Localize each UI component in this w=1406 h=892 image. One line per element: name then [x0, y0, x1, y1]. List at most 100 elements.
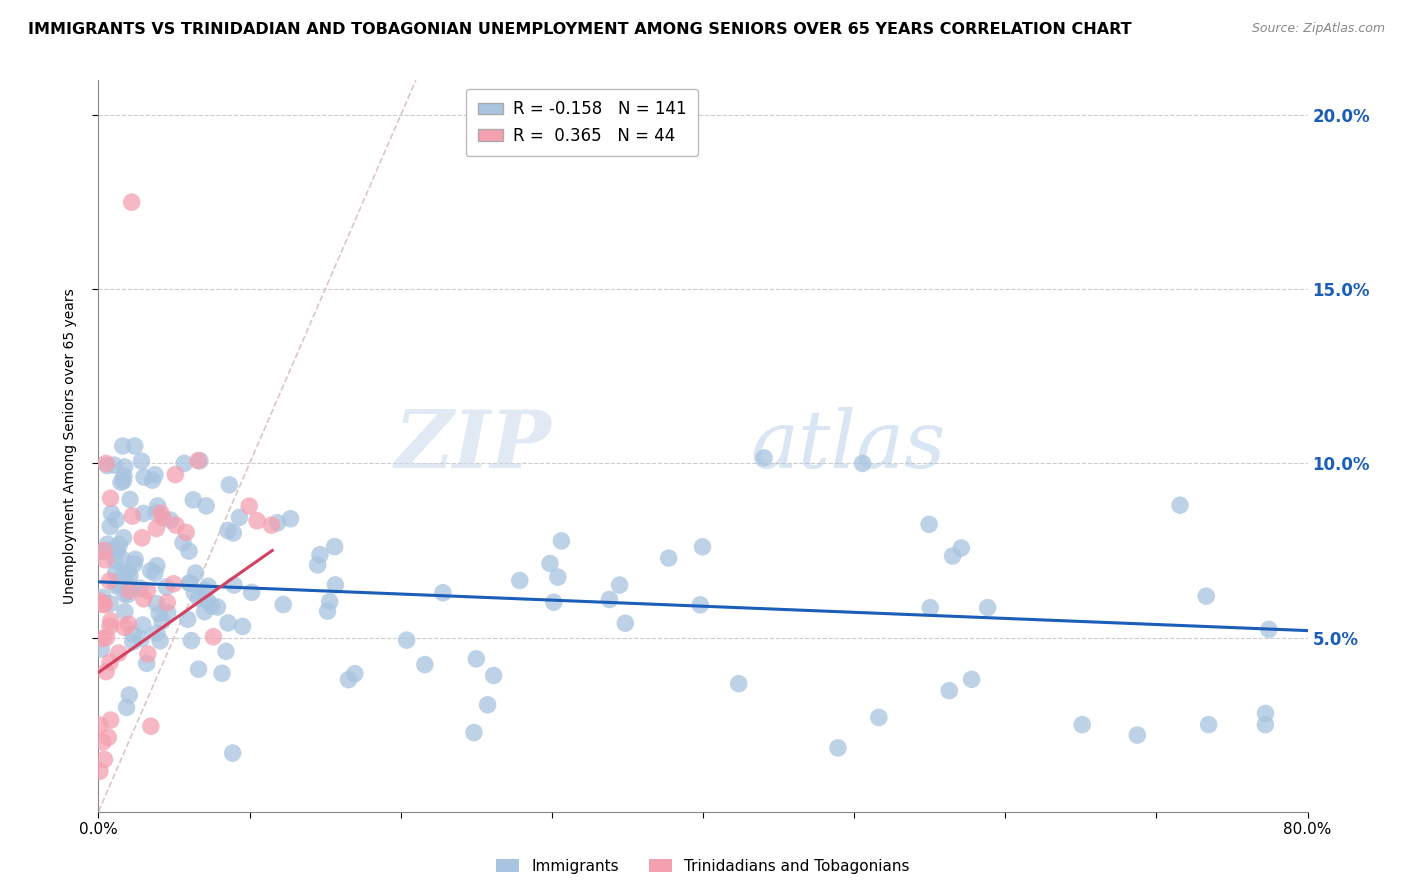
Point: [177, 544, 200, 558]
Point: [132, 618, 155, 632]
Point: [194, 583, 217, 598]
Point: [163, 576, 186, 591]
Point: [114, 459, 136, 474]
Point: [104, 566, 127, 580]
Point: [117, 564, 139, 578]
Point: [91, 591, 114, 605]
Point: [187, 453, 209, 467]
Point: [463, 725, 485, 739]
Point: [658, 551, 681, 566]
Point: [547, 570, 569, 584]
Point: [1195, 589, 1218, 603]
Point: [868, 710, 890, 724]
Point: [550, 533, 572, 548]
Point: [173, 457, 195, 471]
Point: [222, 525, 245, 540]
Point: [187, 591, 209, 606]
Point: [93, 598, 115, 612]
Point: [976, 600, 998, 615]
Point: [215, 644, 238, 658]
Point: [180, 633, 202, 648]
Point: [146, 626, 169, 640]
Point: [107, 577, 129, 591]
Point: [202, 630, 225, 644]
Point: [238, 499, 260, 513]
Point: [94, 553, 117, 567]
Point: [108, 646, 131, 660]
Point: [187, 662, 209, 676]
Point: [325, 578, 347, 592]
Point: [96, 631, 118, 645]
Point: [112, 566, 135, 581]
Point: [827, 740, 849, 755]
Point: [195, 499, 218, 513]
Point: [112, 474, 135, 488]
Point: [105, 512, 128, 526]
Point: [183, 585, 205, 599]
Point: [309, 548, 332, 562]
Point: [465, 652, 488, 666]
Point: [176, 612, 198, 626]
Point: [93, 752, 115, 766]
Point: [110, 475, 132, 490]
Point: [228, 510, 250, 524]
Point: [181, 492, 204, 507]
Point: [91, 632, 114, 646]
Point: [112, 531, 135, 545]
Point: [1126, 728, 1149, 742]
Point: [129, 632, 152, 646]
Point: [211, 666, 233, 681]
Point: [155, 580, 177, 594]
Point: [139, 719, 162, 733]
Point: [509, 574, 531, 588]
Point: [246, 514, 269, 528]
Point: [271, 598, 294, 612]
Point: [152, 510, 174, 524]
Point: [93, 544, 115, 558]
Point: [89, 718, 111, 732]
Point: [117, 617, 139, 632]
Point: [222, 578, 245, 592]
Point: [98, 655, 121, 669]
Point: [942, 549, 965, 563]
Point: [91, 597, 114, 611]
Point: [188, 454, 211, 468]
Point: [110, 551, 132, 566]
Point: [143, 467, 166, 482]
Point: [100, 491, 122, 506]
Point: [111, 439, 134, 453]
Point: [146, 558, 169, 573]
Point: [221, 746, 243, 760]
Point: [1198, 717, 1220, 731]
Point: [609, 578, 631, 592]
Point: [132, 591, 155, 606]
Point: [131, 454, 153, 468]
Point: [316, 604, 339, 618]
Point: [920, 600, 942, 615]
Point: [218, 477, 240, 491]
Point: [197, 594, 219, 608]
Point: [174, 525, 197, 540]
Point: [614, 616, 637, 631]
Point: [179, 576, 201, 591]
Point: [107, 542, 129, 557]
Point: [121, 627, 143, 641]
Point: [129, 581, 152, 595]
Point: [118, 568, 141, 582]
Point: [319, 594, 342, 608]
Point: [96, 458, 118, 473]
Point: [94, 665, 117, 679]
Point: [240, 585, 263, 599]
Point: [91, 735, 114, 749]
Point: [114, 605, 136, 619]
Point: [692, 540, 714, 554]
Point: [112, 587, 135, 601]
Point: [93, 543, 115, 558]
Point: [118, 492, 141, 507]
Point: [184, 566, 207, 580]
Point: [118, 583, 141, 598]
Point: [727, 676, 749, 690]
Point: [97, 731, 120, 745]
Point: [159, 513, 181, 527]
Point: [477, 698, 499, 712]
